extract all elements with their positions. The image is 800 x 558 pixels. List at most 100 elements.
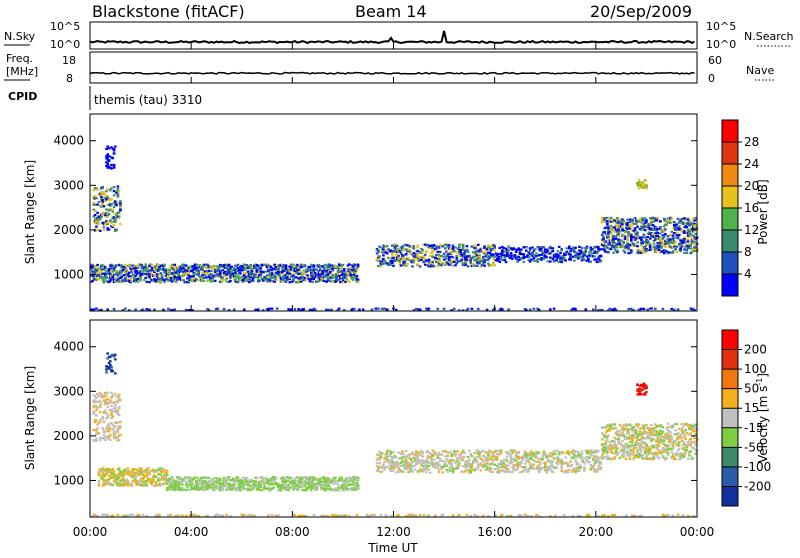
range-cell <box>247 488 250 490</box>
range-cell <box>405 450 408 452</box>
range-cell <box>394 465 397 467</box>
range-cell <box>606 220 609 222</box>
range-cell <box>176 277 179 279</box>
range-cell <box>391 262 394 264</box>
range-cell <box>438 452 441 454</box>
nave-label: Nave <box>746 64 774 77</box>
range-cell <box>392 257 395 259</box>
range-cell <box>507 468 510 470</box>
range-cell <box>117 185 120 187</box>
range-cell <box>410 459 413 461</box>
range-cell <box>648 242 651 244</box>
range-cell <box>289 266 292 268</box>
range-cell <box>141 467 144 469</box>
range-cell <box>249 266 252 268</box>
range-cell <box>388 258 391 260</box>
range-cell <box>429 472 432 474</box>
range-cell <box>404 244 407 246</box>
range-cell <box>499 261 502 263</box>
range-cell <box>157 264 160 266</box>
range-cell <box>444 462 447 464</box>
range-cell <box>306 274 309 276</box>
range-cell <box>287 489 290 491</box>
range-cell <box>600 255 603 257</box>
range-cell <box>342 484 345 486</box>
range-cell <box>337 273 340 275</box>
range-cell <box>406 244 409 246</box>
range-cell <box>195 278 198 280</box>
range-cell <box>223 279 226 281</box>
range-cell <box>633 223 636 225</box>
range-cell <box>471 246 474 248</box>
range-cell <box>612 252 615 254</box>
range-cell <box>655 251 658 253</box>
range-cell <box>186 277 189 279</box>
range-cell <box>198 489 201 491</box>
range-cell <box>687 247 690 249</box>
range-cell <box>95 226 98 228</box>
range-cell <box>506 456 509 458</box>
range-cell <box>487 459 490 461</box>
range-cell <box>168 269 171 271</box>
range-cell <box>659 237 662 239</box>
range-cell <box>452 248 455 250</box>
range-cell <box>686 249 689 251</box>
range-cell <box>635 223 638 225</box>
range-cell <box>687 240 690 242</box>
range-cell <box>377 454 380 456</box>
range-cell <box>672 238 675 240</box>
range-cell <box>658 249 661 251</box>
range-cell <box>433 464 436 466</box>
range-cell <box>101 213 104 215</box>
range-cell <box>473 259 476 261</box>
range-cell <box>160 474 163 476</box>
range-cell <box>676 232 679 234</box>
range-cell <box>167 308 170 310</box>
range-cell <box>98 278 101 280</box>
range-cell <box>131 483 134 485</box>
range-cell <box>344 281 347 283</box>
range-cell <box>356 482 359 484</box>
range-cell <box>302 308 305 310</box>
range-cell <box>132 471 135 473</box>
range-cell <box>235 489 238 491</box>
range-cell <box>390 249 393 251</box>
range-cell <box>420 259 423 261</box>
range-cell <box>590 261 593 263</box>
range-cell <box>539 254 542 256</box>
range-cell <box>402 254 405 256</box>
range-cell <box>610 217 613 219</box>
range-cell <box>94 195 97 197</box>
range-cell <box>195 481 198 483</box>
range-cell <box>306 269 309 271</box>
range-cell <box>622 241 625 243</box>
range-cell <box>110 264 113 266</box>
range-cell <box>442 471 445 473</box>
range-cell <box>244 276 247 278</box>
range-cell <box>354 489 357 491</box>
range-cell <box>670 308 673 310</box>
range-cell <box>380 456 383 458</box>
range-cell <box>534 248 537 250</box>
range-cell <box>182 274 185 276</box>
range-cell <box>683 252 686 254</box>
range-cell <box>203 277 206 279</box>
range-cell <box>428 465 431 467</box>
range-cell <box>437 466 440 468</box>
range-cell <box>108 213 111 215</box>
range-cell <box>433 459 436 461</box>
range-cell <box>428 261 431 263</box>
range-cell <box>292 275 295 277</box>
range-cell <box>689 245 692 247</box>
range-cell <box>463 252 466 254</box>
range-cell <box>586 255 589 257</box>
range-cell <box>444 247 447 249</box>
range-cell <box>247 484 250 486</box>
range-cell <box>210 265 213 267</box>
range-cell <box>110 187 113 189</box>
range-cell <box>400 252 403 254</box>
range-cell <box>610 248 613 250</box>
range-cell <box>276 264 279 266</box>
range-cell <box>105 148 108 150</box>
range-cell <box>456 257 459 259</box>
